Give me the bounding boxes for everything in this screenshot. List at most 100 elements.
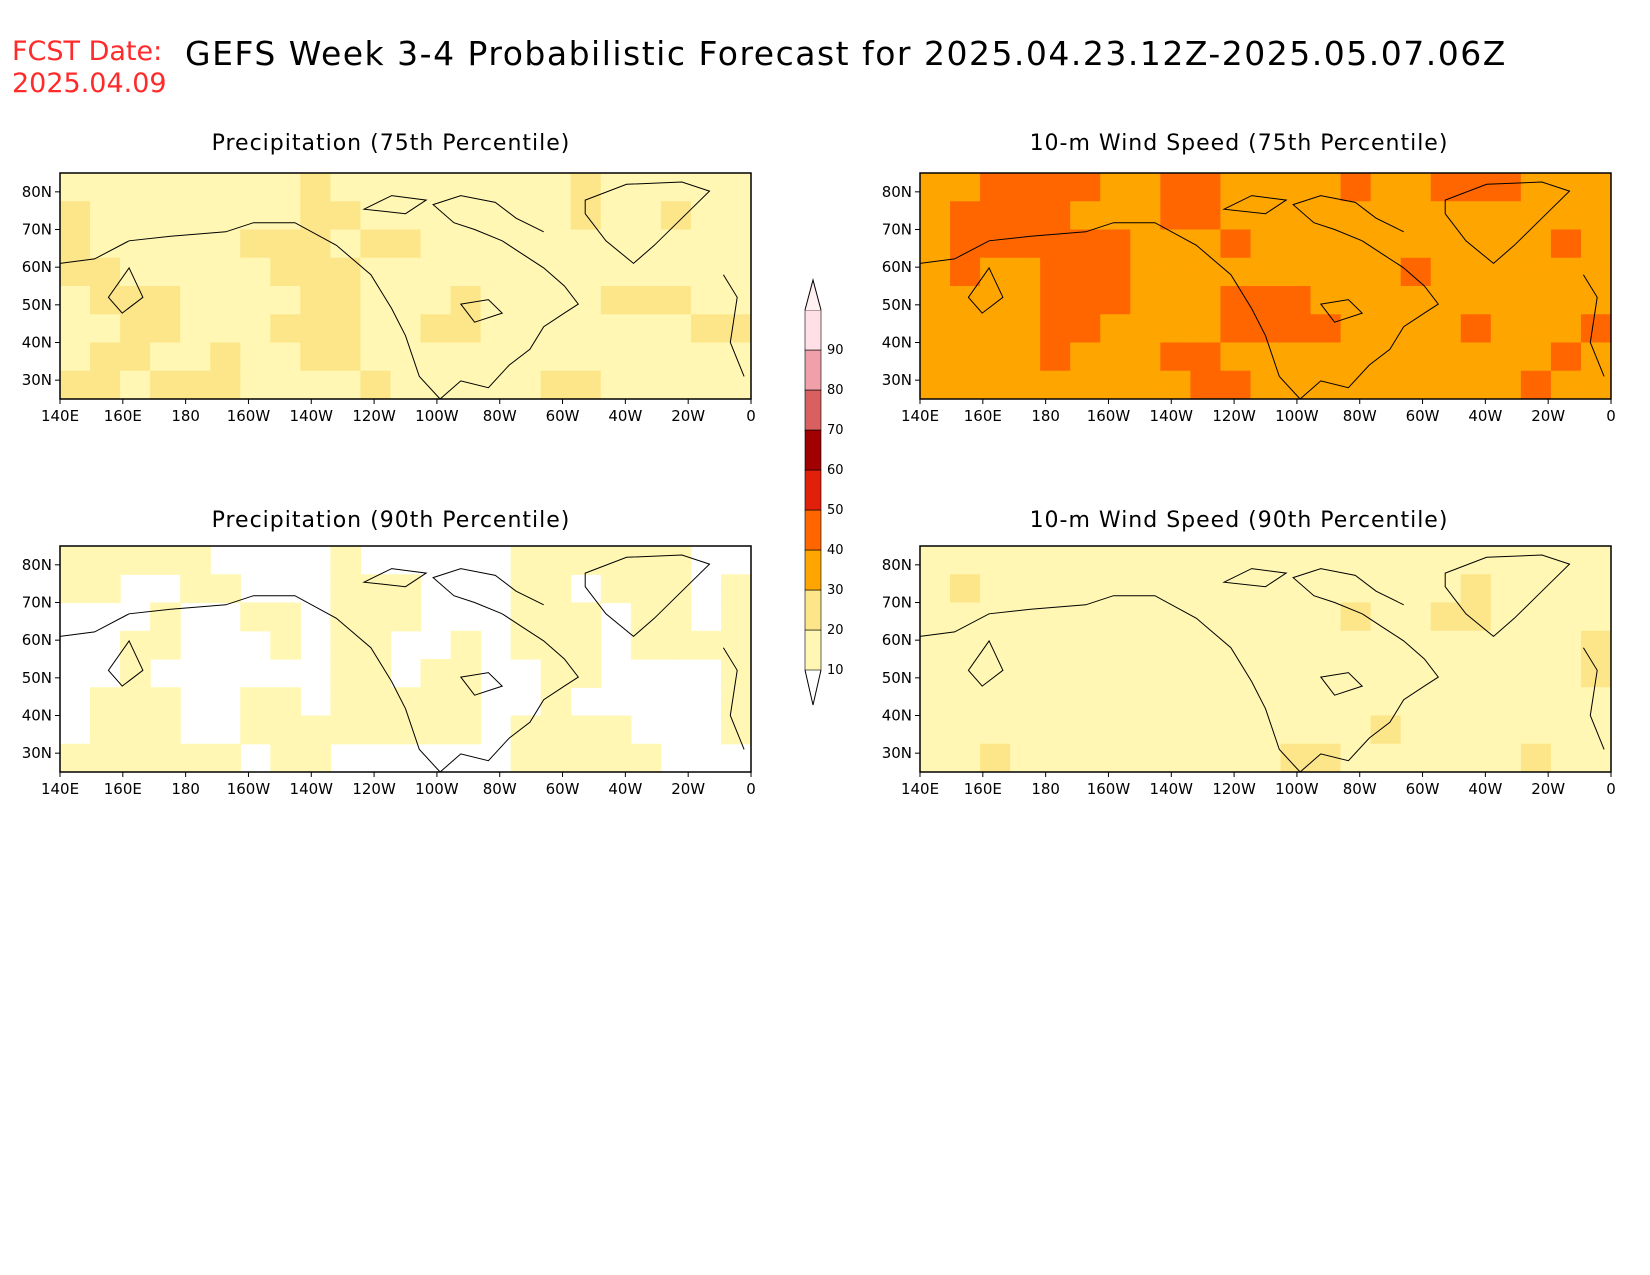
contour-cell (180, 300, 196, 315)
lat-tick-label: 30N (22, 371, 52, 389)
contour-cell (1445, 659, 1462, 674)
contour-cell (1310, 602, 1327, 618)
contour-cell (675, 644, 692, 660)
contour-cell (420, 370, 437, 386)
contour-cell (1325, 729, 1342, 745)
contour-cell (1325, 173, 1342, 188)
contour-cell (345, 588, 362, 604)
contour-cell (1385, 687, 1402, 702)
contour-field (60, 546, 751, 772)
contour-cell (1085, 370, 1101, 386)
contour-cell (1415, 588, 1432, 604)
contour-cell (1355, 659, 1372, 674)
contour-cell (1025, 757, 1041, 772)
contour-cell (1085, 616, 1101, 632)
contour-cell (375, 271, 392, 287)
contour-cell (1100, 659, 1116, 674)
contour-cell (690, 173, 707, 188)
contour-cell (1580, 201, 1597, 216)
contour-cell (1595, 215, 1611, 231)
contour-cell (315, 757, 331, 772)
contour-cell (165, 328, 181, 344)
contour-cell (390, 715, 407, 731)
contour-cell (105, 356, 121, 372)
contour-cell (1115, 173, 1131, 188)
contour-cell (105, 588, 121, 604)
contour-cell (1310, 356, 1327, 372)
contour-cell (1055, 243, 1071, 259)
contour-cell (195, 574, 211, 589)
contour-cell (950, 673, 966, 688)
contour-cell (1040, 187, 1056, 202)
contour-cell (1445, 729, 1462, 745)
contour-cell (1595, 630, 1611, 646)
contour-cell (135, 286, 151, 301)
contour-cell (950, 328, 966, 344)
contour-cell (735, 215, 751, 231)
contour-cell (450, 271, 467, 287)
contour-cell (1355, 729, 1372, 745)
contour-cell (630, 630, 647, 646)
contour-cell (165, 187, 181, 202)
contour-cell (1340, 673, 1357, 688)
contour-cell (285, 300, 301, 315)
lon-tick-label: 80W (483, 407, 517, 425)
lon-tick-label: 140E (901, 407, 939, 425)
contour-cell (1445, 743, 1462, 759)
contour-cell (1445, 173, 1462, 188)
contour-cell (1310, 243, 1327, 259)
contour-cell (1595, 300, 1611, 315)
contour-cell (1085, 560, 1101, 575)
panel-title-precip90: Precipitation (90th Percentile) (211, 508, 571, 533)
contour-cell (950, 356, 966, 372)
contour-cell (510, 271, 527, 287)
contour-cell (420, 173, 437, 188)
contour-cell (495, 229, 512, 245)
contour-cell (1235, 588, 1252, 604)
contour-cell (1040, 701, 1056, 717)
contour-cell (420, 356, 437, 372)
contour-cell (600, 546, 617, 561)
contour-cell (1475, 243, 1492, 259)
contour-cell (1220, 201, 1237, 216)
contour-cell (1340, 173, 1357, 188)
contour-cell (1505, 173, 1522, 188)
contour-cell (585, 384, 602, 399)
contour-cell (555, 173, 572, 188)
contour-cell (540, 173, 557, 188)
contour-cell (240, 271, 256, 287)
lon-tick-label: 160W (227, 780, 271, 798)
contour-cell (585, 729, 602, 745)
contour-cell (135, 257, 151, 273)
contour-cell (540, 201, 557, 216)
contour-cell (1310, 701, 1327, 717)
contour-cell (210, 370, 226, 386)
contour-cell (1235, 384, 1252, 399)
contour-cell (525, 715, 542, 731)
contour-cell (570, 201, 587, 216)
contour-cell (150, 286, 166, 301)
contour-cell (1580, 328, 1597, 344)
contour-cell (995, 729, 1011, 745)
contour-cell (630, 286, 647, 301)
contour-cell (1445, 201, 1462, 216)
contour-cell (1340, 370, 1357, 386)
contour-cell (570, 602, 587, 618)
contour-cell (525, 384, 542, 399)
contour-cell (1355, 630, 1372, 646)
contour-cell (1040, 342, 1056, 358)
contour-cell (555, 729, 572, 745)
contour-cell (1160, 602, 1176, 618)
contour-cell (1385, 588, 1402, 604)
contour-cell (1010, 687, 1026, 702)
contour-cell (330, 271, 347, 287)
contour-cell (1430, 602, 1447, 618)
contour-cell (1145, 328, 1161, 344)
contour-cell (950, 215, 966, 231)
contour-cell (1310, 173, 1327, 188)
contour-cell (1430, 560, 1447, 575)
contour-cell (555, 546, 572, 561)
contour-cell (210, 743, 226, 759)
contour-cell (180, 757, 196, 772)
contour-cell (1325, 286, 1342, 301)
